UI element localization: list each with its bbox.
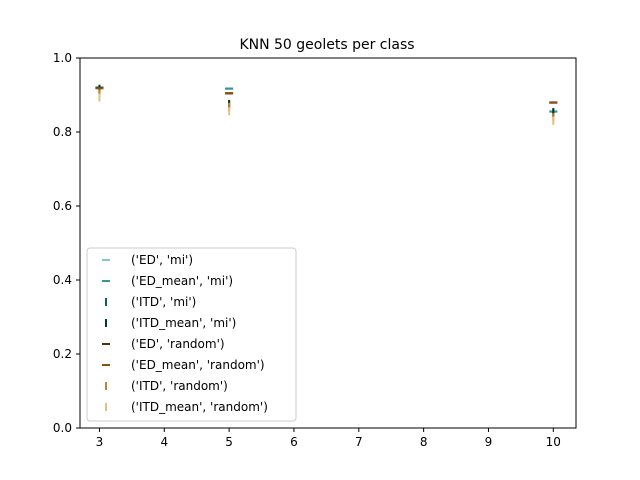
y-axis: 0.0 0.2 0.4 0.6 0.8 1.0 [53, 51, 80, 435]
legend-label: ('ITD_mean', 'mi') [131, 316, 236, 330]
y-tick-label: 0.0 [53, 421, 72, 435]
plot-area [95, 84, 558, 125]
series-5 [95, 87, 558, 104]
legend-item: ('ITD_mean', 'random') [105, 400, 268, 414]
legend-box [86, 247, 297, 422]
y-tick-label: 0.6 [53, 199, 72, 213]
x-tick-label: 7 [355, 435, 363, 449]
x-tick-label: 10 [546, 435, 561, 449]
legend-label: ('ED', 'random') [131, 337, 225, 351]
y-tick-label: 1.0 [53, 51, 72, 65]
series-1 [95, 86, 558, 113]
legend-item: ('ED', 'mi') [102, 253, 193, 267]
legend-item: ('ED_mean', 'random') [102, 358, 265, 372]
x-axis: 3 4 5 6 7 8 9 10 [96, 428, 561, 449]
series-2 [98, 84, 555, 117]
y-tick-label: 0.2 [53, 347, 72, 361]
y-tick-label: 0.4 [53, 273, 72, 287]
x-tick-label: 8 [420, 435, 428, 449]
axes-frame [79, 57, 577, 429]
x-tick-label: 3 [96, 435, 104, 449]
legend-label: ('ITD', 'random') [131, 379, 228, 393]
x-tick-label: 5 [225, 435, 233, 449]
legend-item: ('ITD', 'mi') [105, 295, 196, 309]
series-4 [95, 86, 558, 104]
legend-item: ('ITD', 'random') [105, 379, 228, 393]
y-tick-label: 0.8 [53, 125, 72, 139]
legend: ('ED', 'mi') ('ED_mean', 'mi') ('ITD', 'mi… [86, 247, 297, 422]
legend-item: ('ED', 'random') [102, 337, 225, 351]
x-tick-label: 4 [160, 435, 168, 449]
series-3 [98, 85, 555, 117]
legend-item: ('ED_mean', 'mi') [102, 274, 233, 288]
legend-label: ('ED_mean', 'random') [131, 358, 265, 372]
legend-item: ('ITD_mean', 'mi') [105, 316, 236, 330]
chart-title: KNN 50 geolets per class [239, 37, 414, 53]
series-0 [95, 86, 558, 113]
legend-label: ('ED', 'mi') [131, 253, 193, 267]
legend-label: ('ED_mean', 'mi') [131, 274, 233, 288]
legend-label: ('ITD', 'mi') [131, 295, 196, 309]
legend-label: ('ITD_mean', 'random') [131, 400, 268, 414]
series-7 [98, 93, 555, 125]
x-tick-label: 9 [485, 435, 493, 449]
series-6 [98, 89, 555, 122]
x-tick-label: 6 [290, 435, 298, 449]
